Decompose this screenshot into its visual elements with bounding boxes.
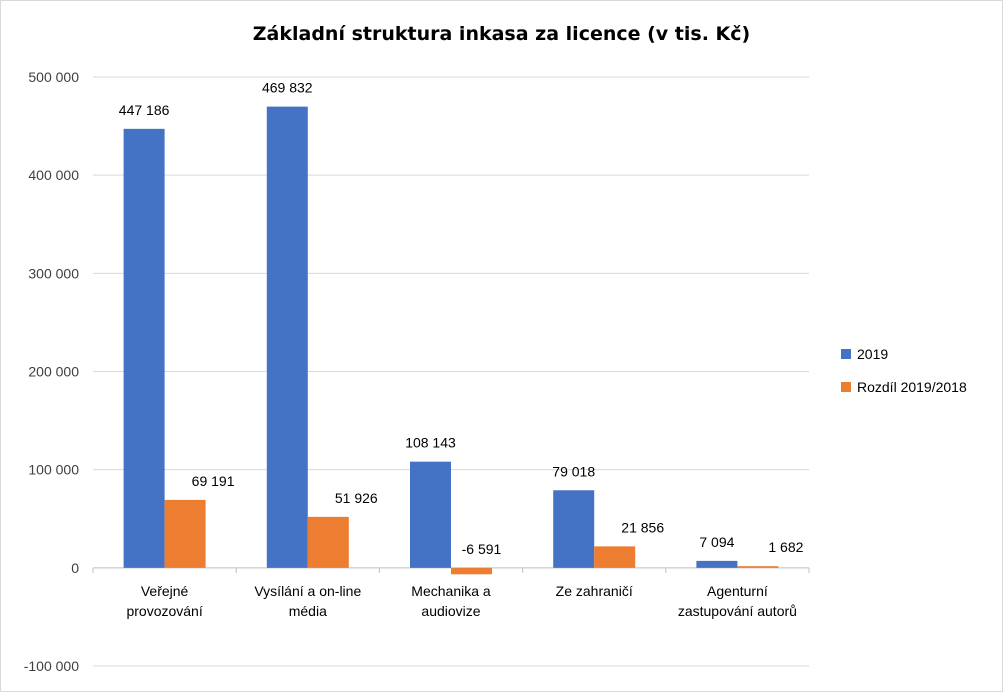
- x-category-label: Veřejné: [141, 583, 189, 599]
- data-label: 469 832: [262, 80, 313, 96]
- data-label: 79 018: [552, 463, 595, 479]
- x-category-label: Vysílání a on-line: [254, 583, 361, 599]
- legend-label-2019: 2019: [857, 346, 889, 362]
- x-category-label: zastupování autorů: [678, 603, 797, 619]
- data-label: 51 926: [335, 490, 378, 506]
- bar-rozdil: [164, 499, 206, 568]
- bar-2019: [410, 461, 451, 568]
- data-label: -6 591: [462, 541, 502, 557]
- data-label: 69 191: [192, 473, 235, 489]
- bar-2019: [123, 128, 165, 568]
- legend-swatch-rozdil: [841, 382, 851, 392]
- x-category-label: provozování: [126, 603, 202, 619]
- data-label: 7 094: [699, 534, 734, 550]
- y-tick-label: 0: [71, 560, 79, 576]
- data-label: 108 143: [405, 435, 456, 451]
- y-tick-label: 100 000: [28, 462, 79, 478]
- legend-swatch-2019: [841, 349, 851, 359]
- data-label: 21 856: [621, 519, 664, 535]
- x-category-label: Ze zahraničí: [556, 583, 633, 599]
- data-label: 447 186: [119, 102, 170, 118]
- data-label: 1 682: [768, 539, 803, 555]
- bar-rozdil: [737, 566, 779, 568]
- bar-2019: [696, 560, 738, 568]
- x-category-label: média: [289, 603, 327, 619]
- x-category-label: audiovize: [421, 603, 480, 619]
- y-tick-label: 500 000: [28, 69, 79, 85]
- legend-label-rozdil: Rozdíl 2019/2018: [857, 379, 967, 395]
- chart-title: Základní struktura inkasa za licence (v …: [252, 23, 751, 45]
- y-tick-label: 300 000: [28, 265, 79, 281]
- y-tick-label: 200 000: [28, 364, 79, 380]
- y-tick-label: -100 000: [24, 658, 79, 674]
- y-tick-label: 400 000: [28, 167, 79, 183]
- bar-rozdil: [307, 516, 349, 568]
- bar-rozdil: [594, 546, 636, 568]
- legend: 2019 Rozdíl 2019/2018: [841, 343, 967, 409]
- legend-item-2019: 2019: [841, 343, 967, 365]
- bar-2019: [553, 490, 595, 568]
- legend-item-rozdil: Rozdíl 2019/2018: [841, 376, 967, 398]
- bar-2019: [266, 106, 308, 568]
- x-category-label: Mechanika a: [411, 583, 491, 599]
- x-category-label: Agenturní: [707, 583, 768, 599]
- bar-rozdil: [451, 567, 492, 575]
